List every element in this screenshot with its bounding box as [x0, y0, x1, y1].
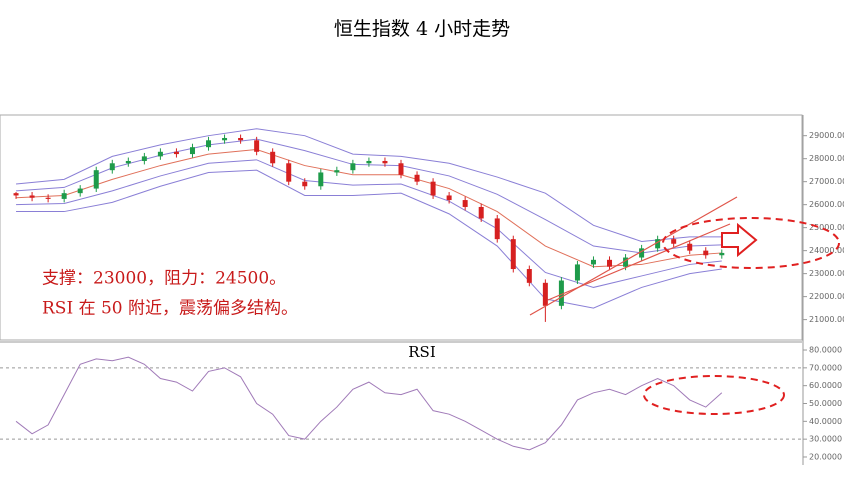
candle-body	[687, 243, 693, 251]
candle-body	[286, 163, 292, 182]
candle-body	[590, 259, 596, 265]
candle-body	[109, 163, 115, 171]
highlight-ellipse	[643, 375, 785, 415]
highlight-ellipse	[662, 217, 840, 269]
chart-title: 恒生指数 4 小时走势	[334, 18, 510, 40]
y-tick-label: 25000.000	[809, 223, 844, 232]
candle-body	[574, 264, 580, 281]
y-tick-label: 50.0000	[809, 399, 842, 408]
trend-line	[529, 196, 738, 316]
y-tick-label: 21000.000	[809, 315, 844, 324]
candle-body	[430, 181, 436, 196]
candle-body	[238, 137, 244, 141]
y-tick-label: 26000.000	[809, 200, 844, 209]
price-panel	[0, 114, 803, 341]
candle-body	[462, 200, 468, 207]
line	[16, 169, 722, 309]
candle-body	[254, 140, 260, 152]
rsi-title: RSI	[408, 343, 436, 361]
y-tick-label: 80.0000	[809, 346, 842, 355]
candle-body	[125, 160, 131, 164]
y-tick-label: 22000.000	[809, 292, 844, 301]
candle-body	[77, 188, 83, 194]
candle-body	[446, 195, 452, 201]
arrow	[721, 222, 758, 258]
candle-body	[222, 137, 228, 141]
y-tick-label: 70.0000	[809, 363, 842, 372]
candle-body	[607, 259, 613, 267]
candle-body	[302, 181, 308, 187]
candle-body	[350, 163, 356, 171]
candle-body	[478, 206, 484, 219]
candle-body	[671, 239, 677, 244]
candle-body	[318, 172, 324, 187]
candle-body	[189, 147, 195, 155]
y-tick-label: 20.0000	[809, 452, 842, 461]
candle-body	[542, 282, 548, 306]
candle-body	[382, 160, 388, 164]
candle-body	[703, 250, 709, 256]
candle-body	[13, 193, 19, 196]
line	[15, 128, 722, 242]
candle-body	[623, 257, 629, 267]
candle-body	[639, 248, 645, 258]
annotation: 支撑：23000，阻力：24500。	[42, 269, 286, 289]
candle-body	[494, 218, 500, 240]
line	[16, 138, 722, 254]
candle-body	[45, 197, 51, 199]
candle-body	[398, 163, 404, 175]
candle-body	[61, 193, 67, 199]
trend-line	[547, 223, 731, 301]
line	[15, 356, 723, 451]
candle-body	[29, 195, 35, 198]
candle-body	[366, 160, 372, 164]
candle-body	[334, 170, 340, 173]
candle-body	[270, 151, 276, 164]
candle-body	[526, 269, 532, 283]
candle-body	[414, 174, 420, 182]
y-tick-label: 40.0000	[809, 417, 842, 426]
candle-body	[655, 239, 661, 249]
y-tick-label: 60.0000	[809, 381, 842, 390]
y-tick-label: 23000.000	[809, 269, 844, 278]
y-tick-label: 30.0000	[809, 435, 842, 444]
candle-body	[206, 140, 212, 148]
y-tick-label: 29000.000	[809, 131, 844, 140]
candle-body	[141, 156, 147, 161]
candle-body	[173, 151, 179, 155]
candle-body	[719, 252, 725, 256]
candle-body	[510, 239, 516, 270]
annotation: RSI 在 50 附近，震荡偏多结构。	[42, 299, 298, 319]
candle-body	[93, 170, 99, 189]
y-tick-label: 24000.000	[809, 246, 844, 255]
line	[16, 159, 722, 288]
candle-body	[558, 280, 564, 306]
y-tick-label: 28000.000	[809, 154, 844, 163]
y-tick-label: 27000.000	[809, 177, 844, 186]
candle-body	[157, 151, 163, 157]
